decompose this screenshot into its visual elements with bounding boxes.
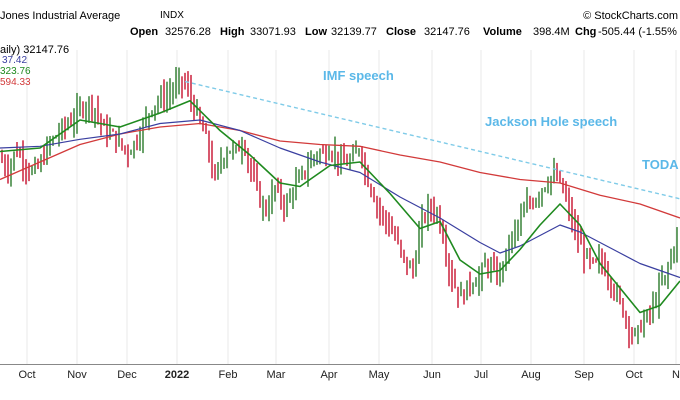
x-tick-label: Sep — [574, 369, 594, 381]
legend-ma-green: 323.76 — [0, 66, 31, 77]
moving-average-red-line — [0, 122, 680, 219]
high-label: High — [220, 26, 245, 38]
trendline-dashed — [184, 80, 680, 200]
close-value: 32147.76 — [424, 26, 470, 38]
plot-area: aily) 32147.76 37.42 323.76 594.33 IMF s… — [0, 44, 680, 365]
x-tick-label: Aug — [521, 369, 541, 381]
x-tick-label: Mar — [266, 369, 286, 381]
open-value: 32576.28 — [165, 26, 211, 38]
x-tick-label: Dec — [117, 369, 137, 381]
volume-value: 398.4M — [533, 26, 570, 38]
chg-value: -505.44 (-1.55% — [598, 26, 677, 38]
legend-ma-red: 594.33 — [0, 77, 31, 88]
brand-label: © StockCharts.com — [583, 10, 678, 22]
low-label: Low — [305, 26, 327, 38]
moving-average-blue-line — [0, 119, 680, 279]
annotation-imf-speech: IMF speech — [323, 68, 394, 83]
chg-label: Chg — [575, 26, 597, 38]
x-tick-label: Oct — [625, 369, 643, 381]
x-axis: Oct Nov Dec 2022 Feb Mar Apr May Jun Jul… — [0, 365, 680, 400]
legend-price: aily) 32147.76 — [0, 44, 70, 56]
x-tick-label: Feb — [218, 369, 238, 381]
high-value: 33071.93 — [250, 26, 296, 38]
x-tick-label: Jun — [423, 369, 441, 381]
legend-ma-blue: 37.42 — [2, 55, 28, 66]
x-tick-label: 2022 — [164, 369, 190, 381]
chart-header: Jones Industrial Average INDX © StockCha… — [0, 0, 680, 50]
x-tick-label: Nov — [67, 369, 87, 381]
open-label: Open — [130, 26, 159, 38]
close-label: Close — [386, 26, 416, 38]
x-tick-label: Oct — [18, 369, 36, 381]
moving-average-green-line — [0, 99, 680, 314]
chart-symbol: INDX — [160, 10, 184, 21]
x-tick-label: N — [672, 369, 680, 381]
x-tick-label: May — [368, 369, 390, 381]
annotation-jackson-hole: Jackson Hole speech — [485, 114, 618, 129]
chart-title: Jones Industrial Average — [0, 10, 121, 22]
low-value: 32139.77 — [331, 26, 377, 38]
x-tick-label: Jul — [473, 369, 489, 381]
price-chart — [0, 50, 680, 365]
annotation-today: TODA — [642, 157, 679, 172]
x-tick-label: Apr — [320, 369, 338, 381]
volume-label: Volume — [483, 26, 522, 38]
